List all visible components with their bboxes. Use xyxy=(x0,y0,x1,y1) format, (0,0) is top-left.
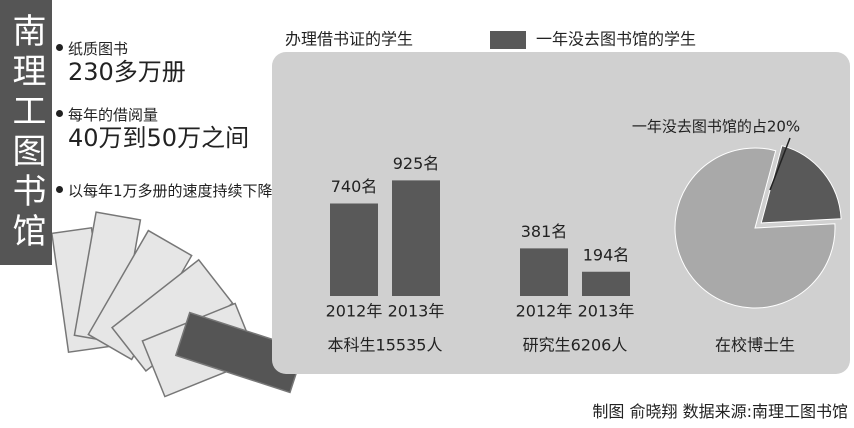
fact-label: 以每年1万多册的速度持续下降 xyxy=(68,180,278,201)
value-label: 740名 xyxy=(331,177,378,196)
x-tick-label: 2012年 xyxy=(516,302,573,321)
bar xyxy=(520,248,568,296)
fact: 以每年1万多册的速度持续下降 xyxy=(58,180,278,201)
slice-label: 一年没去图书馆的占20% xyxy=(632,118,800,136)
credit: 制图 俞晓翔 数据来源:南理工图书馆 xyxy=(592,398,848,422)
group-label: 本科生15535人 xyxy=(328,336,443,355)
fact-value: 230多万册 xyxy=(68,59,186,85)
fact-label: 纸质图书 xyxy=(68,38,186,59)
legend-swatch xyxy=(490,31,526,49)
x-tick-label: 2013年 xyxy=(578,302,635,321)
bar xyxy=(330,204,378,297)
bar xyxy=(392,180,440,296)
x-tick-label: 2012年 xyxy=(326,302,383,321)
legend-label: 办理借书证的学生 xyxy=(285,30,413,49)
books-illustration xyxy=(52,212,304,396)
infographic: 办理借书证的学生 一年没去图书馆的学生 740名 2012年 925名 2013年本科生1… xyxy=(0,0,854,428)
value-label: 381名 xyxy=(521,222,568,241)
fact-value: 40万到50万之间 xyxy=(68,125,249,151)
value-label: 194名 xyxy=(583,245,630,264)
value-label: 925名 xyxy=(393,154,440,173)
pie-title: 在校博士生 xyxy=(715,336,795,355)
group-label: 研究生6206人 xyxy=(523,336,628,355)
legend-label: 一年没去图书馆的学生 xyxy=(536,30,696,49)
vertical-title: 南理工图书馆 xyxy=(0,0,52,265)
x-tick-label: 2013年 xyxy=(388,302,445,321)
bar xyxy=(582,272,630,296)
fact-label: 每年的借阅量 xyxy=(68,104,249,125)
